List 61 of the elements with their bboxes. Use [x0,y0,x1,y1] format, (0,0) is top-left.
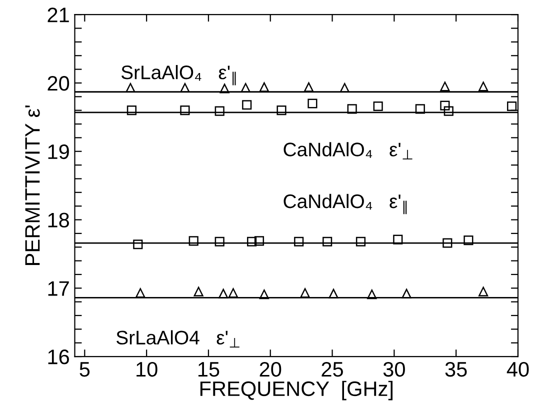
point [276,106,286,116]
x-tick-label: 20 [260,362,282,377]
point [254,236,264,246]
point [240,82,250,93]
y-tick-label: 19 [48,144,69,160]
x-tick-label: 35 [445,362,467,377]
point [308,98,318,108]
point [304,82,314,92]
y-tick-label: 18 [48,212,69,228]
point [415,104,425,114]
point [478,82,488,92]
point [133,240,143,250]
y-axis-title: PERMITTIVITY ε' [25,106,40,265]
point [373,101,383,112]
point [126,106,136,116]
point [126,82,136,93]
point [214,236,224,246]
point [259,82,269,92]
x-tick-label: 5 [80,362,90,377]
point [402,288,412,298]
x-tick-label: 25 [322,362,343,377]
y-tick-label: 16 [48,350,69,364]
point [294,236,304,246]
point [228,288,238,298]
point [247,236,257,246]
point [440,82,450,92]
point [180,82,190,93]
point [442,238,452,248]
point [218,288,228,298]
x-tick-label: 15 [198,362,220,377]
point [356,236,366,246]
point [444,106,454,116]
annotation: SrLaAlO4 ε'$_{⊥}$ [116,330,240,348]
point [393,234,403,244]
point [259,290,269,300]
point [136,288,146,298]
point [322,236,332,246]
annotation: CaNdAlO₄ ε'$_{∥}$ [284,194,407,214]
point [440,100,450,110]
x-axis-title: FREQUENCY [GHz] [200,380,393,400]
point [188,236,198,246]
y-tick-label: 20 [48,76,70,91]
point [194,286,204,296]
point [340,82,350,93]
annotation: SrLaAlO₄ ε'$_{∥}$ [121,65,236,86]
x-tick-label: 10 [136,362,158,377]
annotation: CaNdAlO₄ ε'$_{⊥}$ [284,142,412,160]
point [180,106,190,116]
point [367,290,377,300]
point [328,288,338,298]
y-tick-label: 21 [48,8,69,22]
point [347,104,357,114]
point [464,235,474,246]
x-tick-label: 40 [506,362,529,377]
point [478,286,488,296]
point [220,84,230,94]
point [300,288,310,298]
point [214,106,224,116]
x-tick-label: 30 [383,362,405,377]
point [242,100,252,110]
y-tick-label: 17 [48,281,69,296]
